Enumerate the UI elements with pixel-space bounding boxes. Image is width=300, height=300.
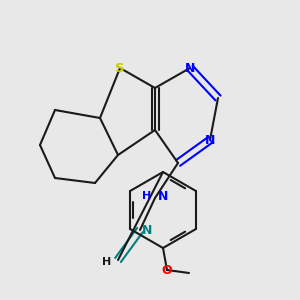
Text: N: N (185, 61, 195, 74)
Text: N: N (205, 134, 215, 146)
Text: H: H (102, 257, 112, 267)
Text: O: O (162, 263, 172, 277)
Text: N: N (142, 224, 152, 236)
Text: S: S (115, 61, 125, 74)
Text: H: H (142, 191, 152, 201)
Text: N: N (158, 190, 168, 202)
